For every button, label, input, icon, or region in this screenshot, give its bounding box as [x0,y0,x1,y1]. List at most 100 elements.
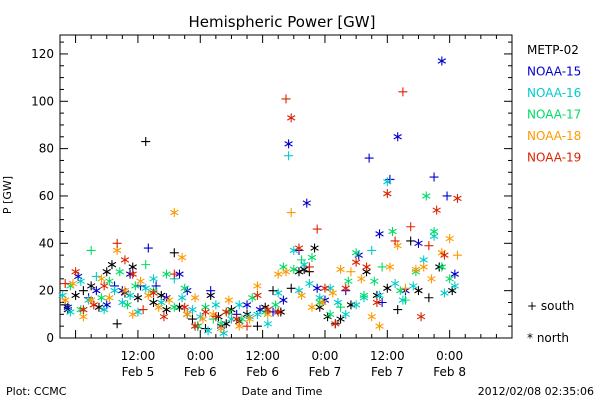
data-point-noaa-15-north [242,300,252,310]
data-point-noaa-19-north [180,302,189,312]
data-point-noaa-16-north [235,300,244,310]
data-point-metp-02-south [187,314,197,324]
data-point-noaa-18-north [307,302,317,312]
data-point-noaa-17-north [289,264,298,274]
data-point-noaa-18-north [445,234,454,244]
data-point-noaa-15-north [375,229,384,239]
data-point-noaa-15-north [175,269,184,279]
data-point-noaa-18-north [136,276,145,286]
data-point-noaa-17-north [307,253,317,263]
data-point-noaa-17-north [344,276,353,286]
timestamp: 2012/02/08 02:35:06 [478,385,594,398]
data-point-metp-02-south [141,137,151,147]
data-point-noaa-16-north [66,307,75,317]
data-point-noaa-18-north [198,314,208,324]
data-point-noaa-19-north [71,267,80,277]
data-point-metp-02-south [252,321,262,331]
data-point-noaa-19-north [341,283,350,293]
data-point-metp-02-south [268,286,278,296]
data-point-noaa-15-north [279,295,288,305]
data-point-noaa-19-north [120,255,130,265]
data-point-noaa-19-north [432,205,441,215]
data-point-noaa-19-north [128,269,137,279]
data-point-noaa-16-north [211,300,221,310]
x-tick-time-label: 12:00 [245,349,280,363]
x-tick-time-label: 12:00 [121,349,156,363]
data-point-noaa-18-north [154,302,163,312]
data-point-noaa-15-south [143,243,153,253]
data-point-noaa-19-north [253,290,262,300]
y-tick-label: 0 [46,331,54,345]
data-point-noaa-15-south [364,153,374,163]
data-point-noaa-18-north [318,297,327,307]
y-tick-label: 100 [31,94,54,108]
data-point-noaa-16-north [149,274,158,284]
data-point-metp-02-south [406,236,416,246]
data-point-noaa-18-north [385,262,395,272]
data-point-noaa-19-south [281,94,291,104]
data-point-noaa-17-north [445,274,454,284]
data-point-metp-02-south [286,283,296,293]
data-point-noaa-18-north [328,288,337,298]
x-tick-date-label: Feb 6 [184,365,217,379]
x-tick-date-label: Feb 5 [122,365,155,379]
data-point-noaa-15-north [312,283,322,293]
data-point-metp-02-north [336,314,345,324]
data-point-noaa-19-north [294,243,304,253]
x-tick-date-label: Feb 6 [246,365,279,379]
data-point-noaa-15-north [92,286,101,296]
data-point-noaa-19-north [232,314,241,324]
legend-entry-noaa-16: NOAA-16 [527,86,581,100]
plot-frame [59,34,513,339]
data-point-noaa-15-north [393,132,402,142]
data-point-noaa-16-south [367,245,377,255]
data-point-noaa-18-south [452,250,462,260]
data-point-metp-02-south [169,248,179,258]
data-point-noaa-19-south [390,236,400,246]
data-point-noaa-16-north [76,276,85,286]
data-point-noaa-16-north [341,309,350,319]
data-point-noaa-17-north [180,283,189,293]
data-point-noaa-18-north [375,321,384,331]
data-point-noaa-19-south [424,241,434,251]
x-tick-time-label: 0:00 [436,349,463,363]
data-point-noaa-18-north [224,295,234,305]
x-tick-time-label: 0:00 [187,349,214,363]
data-point-noaa-17-north [170,302,179,312]
data-point-noaa-16-north [440,288,449,298]
data-point-noaa-18-north [245,314,254,324]
legend-entry-metp-02: METP-02 [527,43,579,57]
data-point-noaa-16-north [99,305,109,315]
data-point-noaa-17-north [123,300,132,310]
data-point-noaa-17-north [162,269,171,279]
data-point-noaa-19-north [89,300,98,310]
data-point-noaa-16-north [390,279,400,289]
data-point-noaa-15-south [206,286,216,296]
y-tick-label: 20 [39,284,54,298]
data-point-noaa-19-north [440,250,449,260]
data-point-noaa-16-north [141,283,150,293]
data-point-noaa-18-north [105,293,114,303]
data-point-noaa-16-north [305,279,314,289]
data-point-noaa-16-north [253,309,262,319]
series-legend: METP-02 NOAA-15 NOAA-16 NOAA-17 NOAA-18 NOAA-… [527,43,581,165]
data-point-noaa-17-north [359,290,369,300]
data-point-noaa-18-north [61,295,70,305]
data-point-noaa-15-south [377,297,387,307]
y-tick-label: 40 [39,236,54,250]
data-point-noaa-19-south [406,222,416,232]
data-markers [58,56,462,338]
data-point-metp-02-north [162,305,171,315]
data-point-noaa-17-south [297,255,307,265]
data-point-noaa-19-north [149,288,158,298]
data-point-noaa-17-south [336,302,346,312]
data-point-noaa-15-north [450,269,460,279]
data-point-noaa-17-north [422,191,431,201]
data-point-noaa-18-north [164,295,174,305]
legend-entry-noaa-15: NOAA-15 [527,65,581,79]
data-point-noaa-18-north [427,274,436,284]
data-point-noaa-19-south [242,321,252,331]
data-point-metp-02-north [383,283,392,293]
data-point-noaa-19-north [453,193,462,203]
